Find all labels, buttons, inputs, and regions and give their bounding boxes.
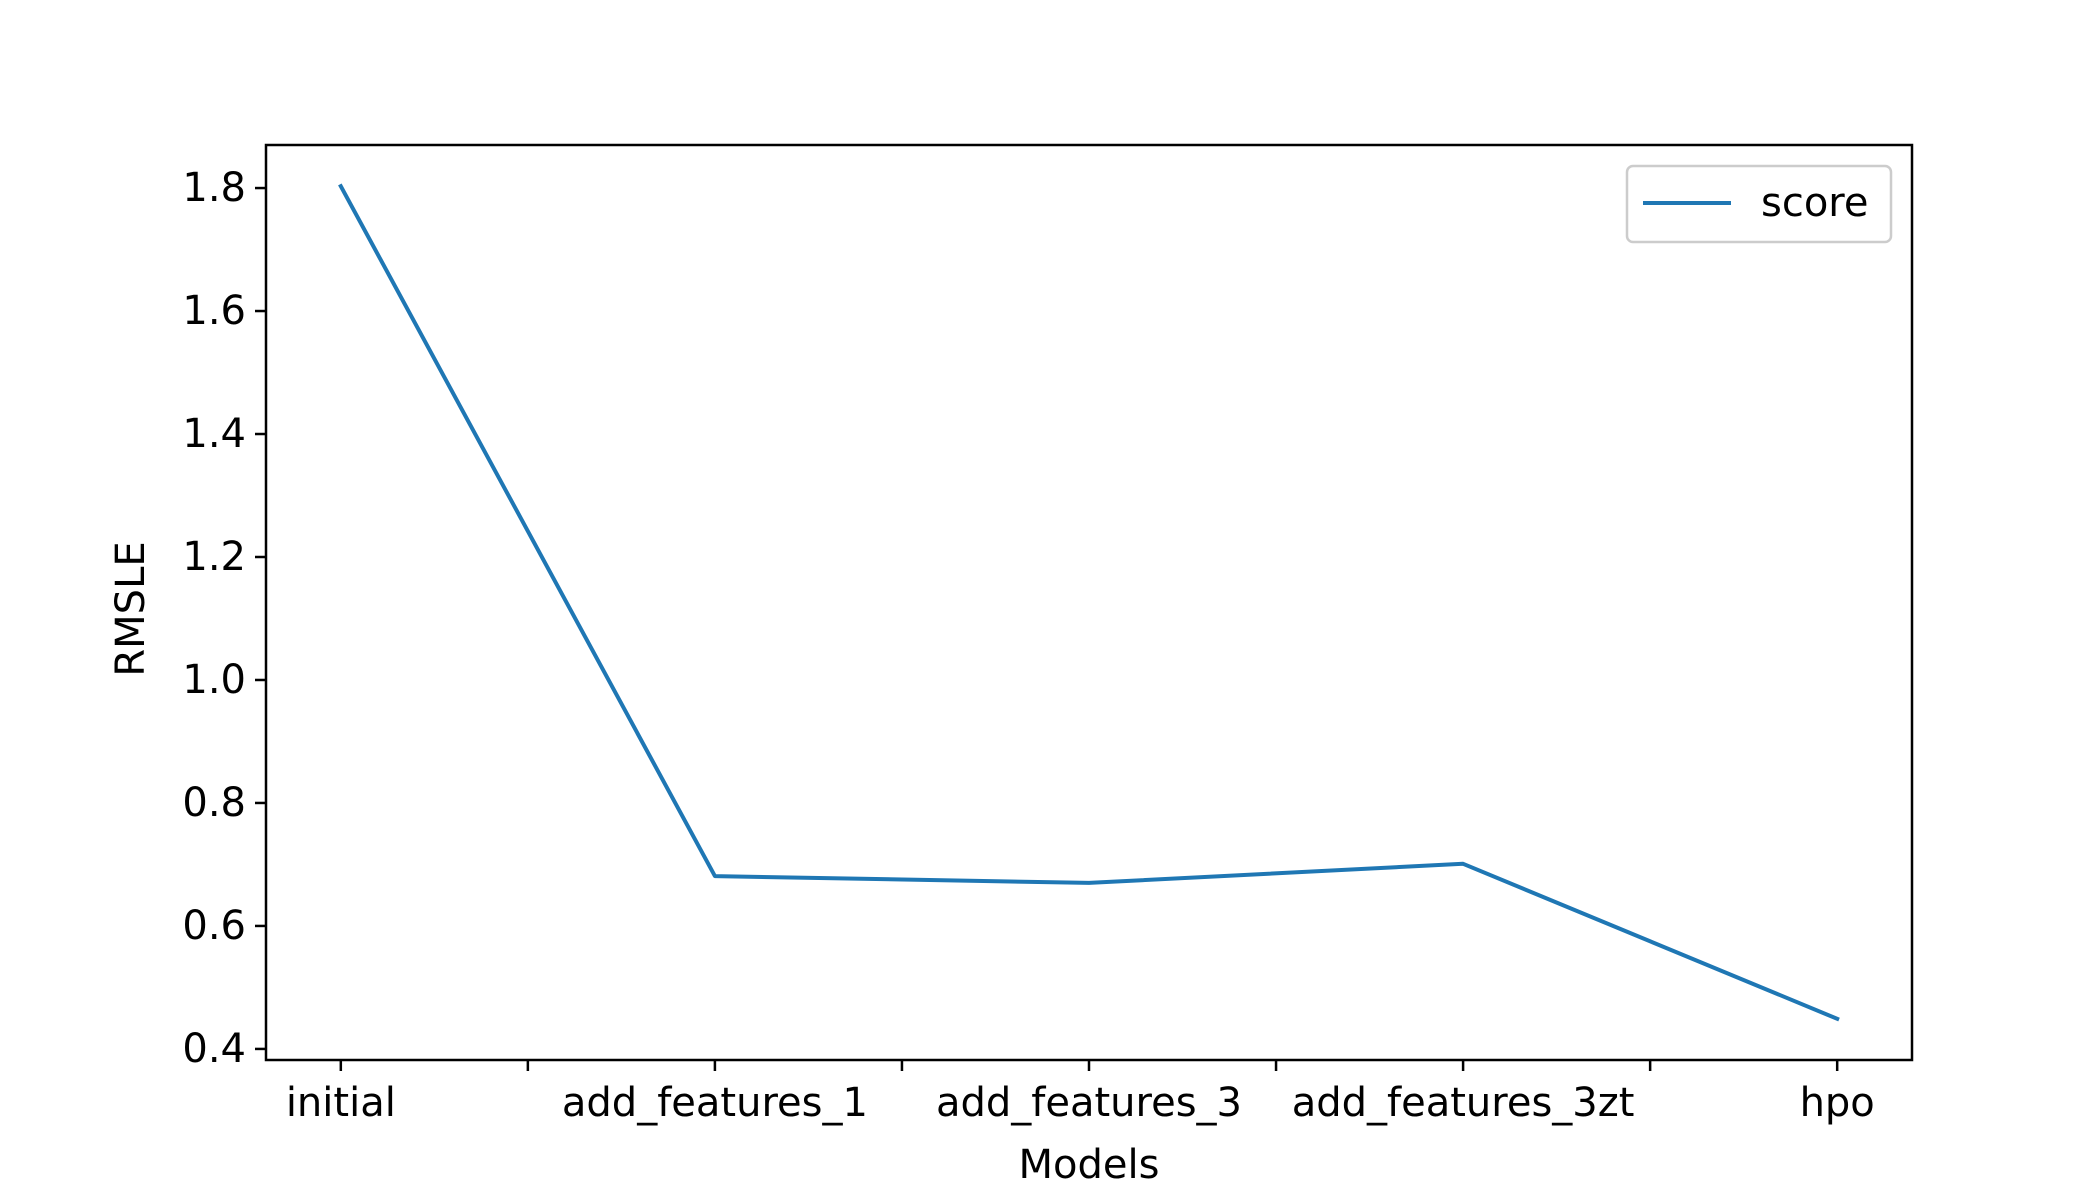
y-axis-ticks: 0.4 0.6 0.8 1.0 1.2 1.4 1.6 1.8 [182, 165, 266, 1072]
y-tick-label: 1.8 [182, 165, 246, 211]
x-tick-label: initial [286, 1080, 396, 1126]
y-tick-label: 0.6 [182, 903, 246, 949]
y-axis-label: RMSLE [108, 541, 154, 676]
legend-box [1625, 164, 1893, 244]
y-tick-label: 0.4 [182, 1026, 246, 1072]
y-tick-label: 1.2 [182, 534, 246, 580]
plot-frame [264, 143, 1914, 1062]
x-tick-label: add_features_1 [562, 1080, 868, 1126]
series-line-score [338, 183, 1840, 1022]
x-tick-label: add_features_3zt [1292, 1080, 1635, 1126]
x-axis-ticks: initial add_features_1 add_features_3 add_f… [286, 1060, 1875, 1126]
y-tick-label: 1.0 [182, 657, 246, 703]
y-tick-label: 1.4 [182, 411, 246, 457]
legend: score [1625, 164, 1893, 244]
x-tick-label: hpo [1800, 1080, 1875, 1126]
y-tick-label: 0.8 [182, 780, 246, 826]
plot-area [266, 145, 1912, 1060]
x-tick-label: add_features_3 [936, 1080, 1242, 1126]
legend-label-score: score [1761, 180, 1868, 226]
x-axis-label: Models [1019, 1142, 1160, 1188]
y-tick-label: 1.6 [182, 288, 246, 334]
